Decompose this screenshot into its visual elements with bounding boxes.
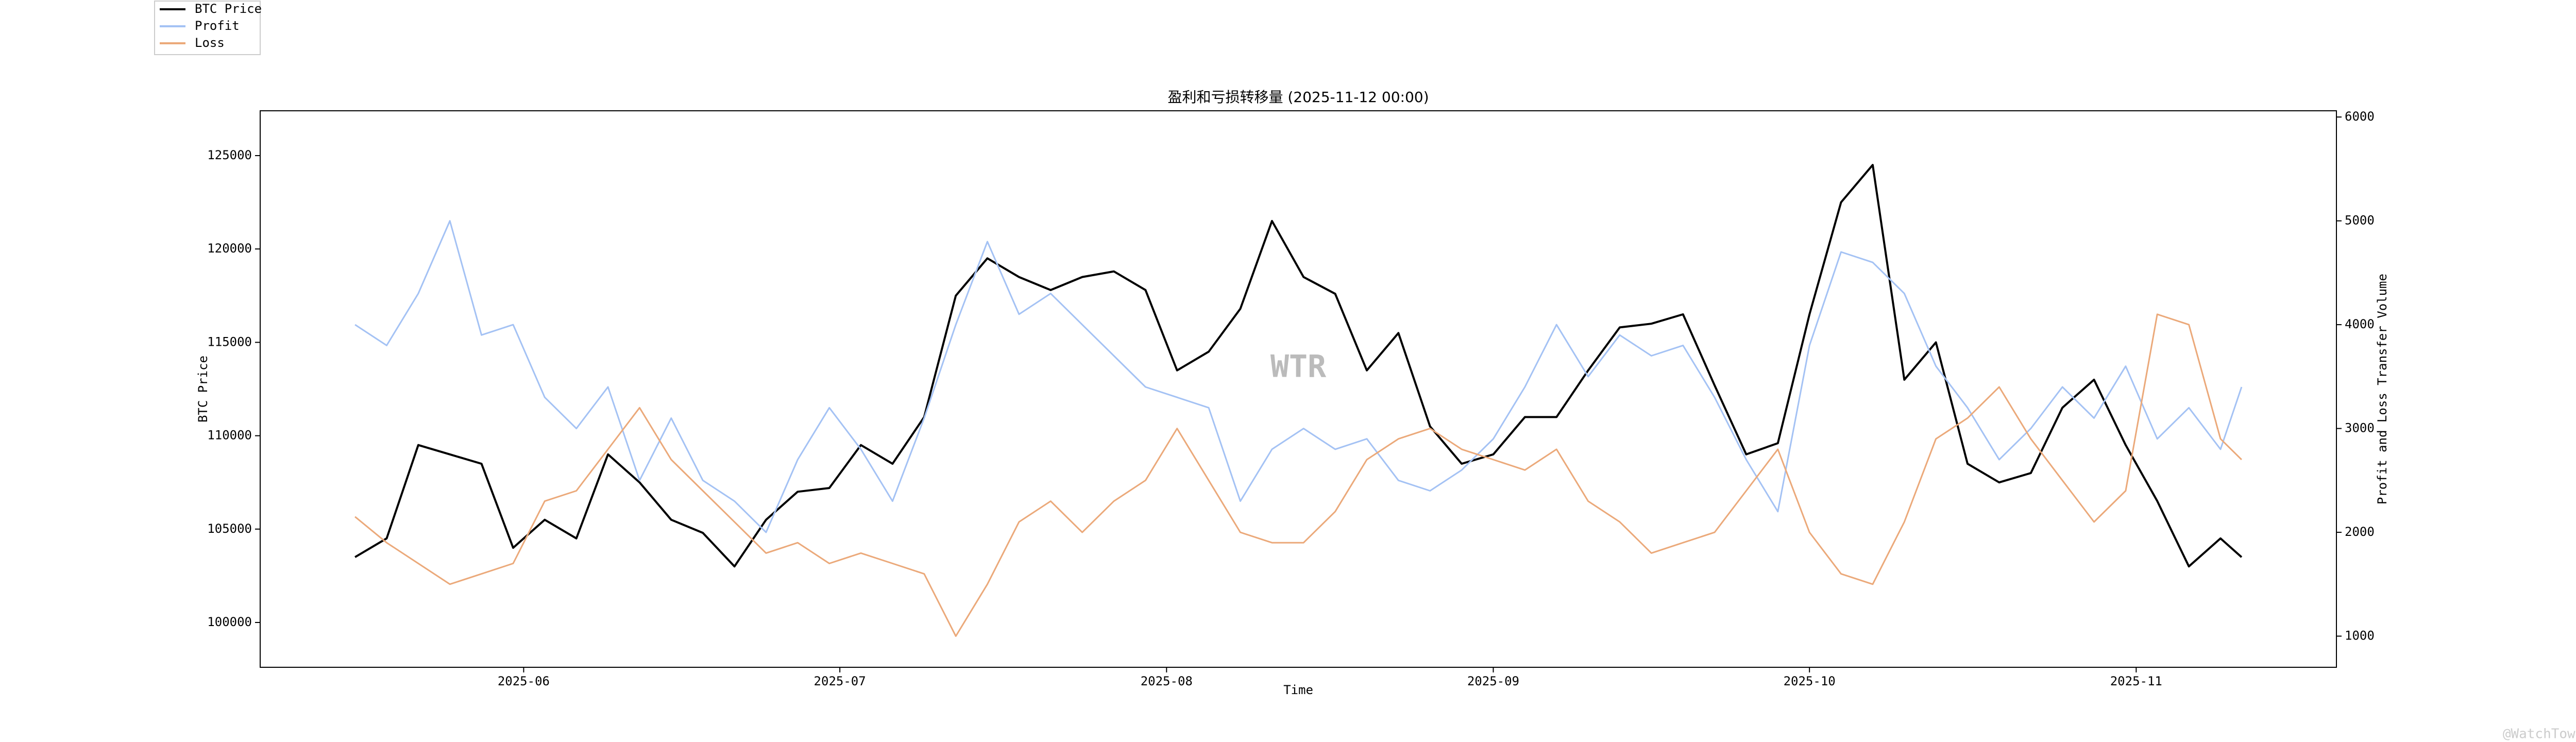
y-axis-label: BTC Price [196,356,210,423]
x-tick-label: 2025-08 [1141,674,1193,688]
y2-tick-label: 3000 [2345,421,2375,435]
y-tick-label: 115000 [207,334,252,349]
x-tick-label: 2025-10 [1784,674,1836,688]
x-axis-label: Time [1283,683,1313,697]
series-line [354,313,2242,637]
plot-frame [260,110,2337,668]
y2-axis-label: Profit and Loss Transfer Volume [2375,274,2389,504]
y2-tick-label: 2000 [2345,525,2375,539]
x-tick-label: 2025-11 [2110,674,2162,688]
legend-label: BTC Price [195,2,262,16]
chart-title: 盈利和亏损转移量 (2025-11-12 00:00) [1167,89,1429,106]
series-line [354,220,2243,533]
legend-label: Loss [195,36,225,50]
y-tick-label: 120000 [207,241,252,256]
x-tick-label: 2025-09 [1467,674,1519,688]
y-tick-label: 100000 [207,615,252,629]
legend-label: Profit [195,19,240,33]
series-line [354,164,2243,568]
y2-tick-label: 6000 [2345,109,2375,124]
y-tick-label: 105000 [207,521,252,536]
x-tick-label: 2025-06 [498,674,550,688]
credit: @WatchTower [2503,727,2576,742]
y2-tick-label: 5000 [2345,213,2375,228]
y2-tick-label: 1000 [2345,629,2375,643]
watermark: WTR [1270,349,1327,385]
x-tick-label: 2025-07 [814,674,866,688]
y2-tick-label: 4000 [2345,317,2375,331]
y-tick-label: 125000 [207,148,252,162]
y-tick-label: 110000 [207,428,252,443]
